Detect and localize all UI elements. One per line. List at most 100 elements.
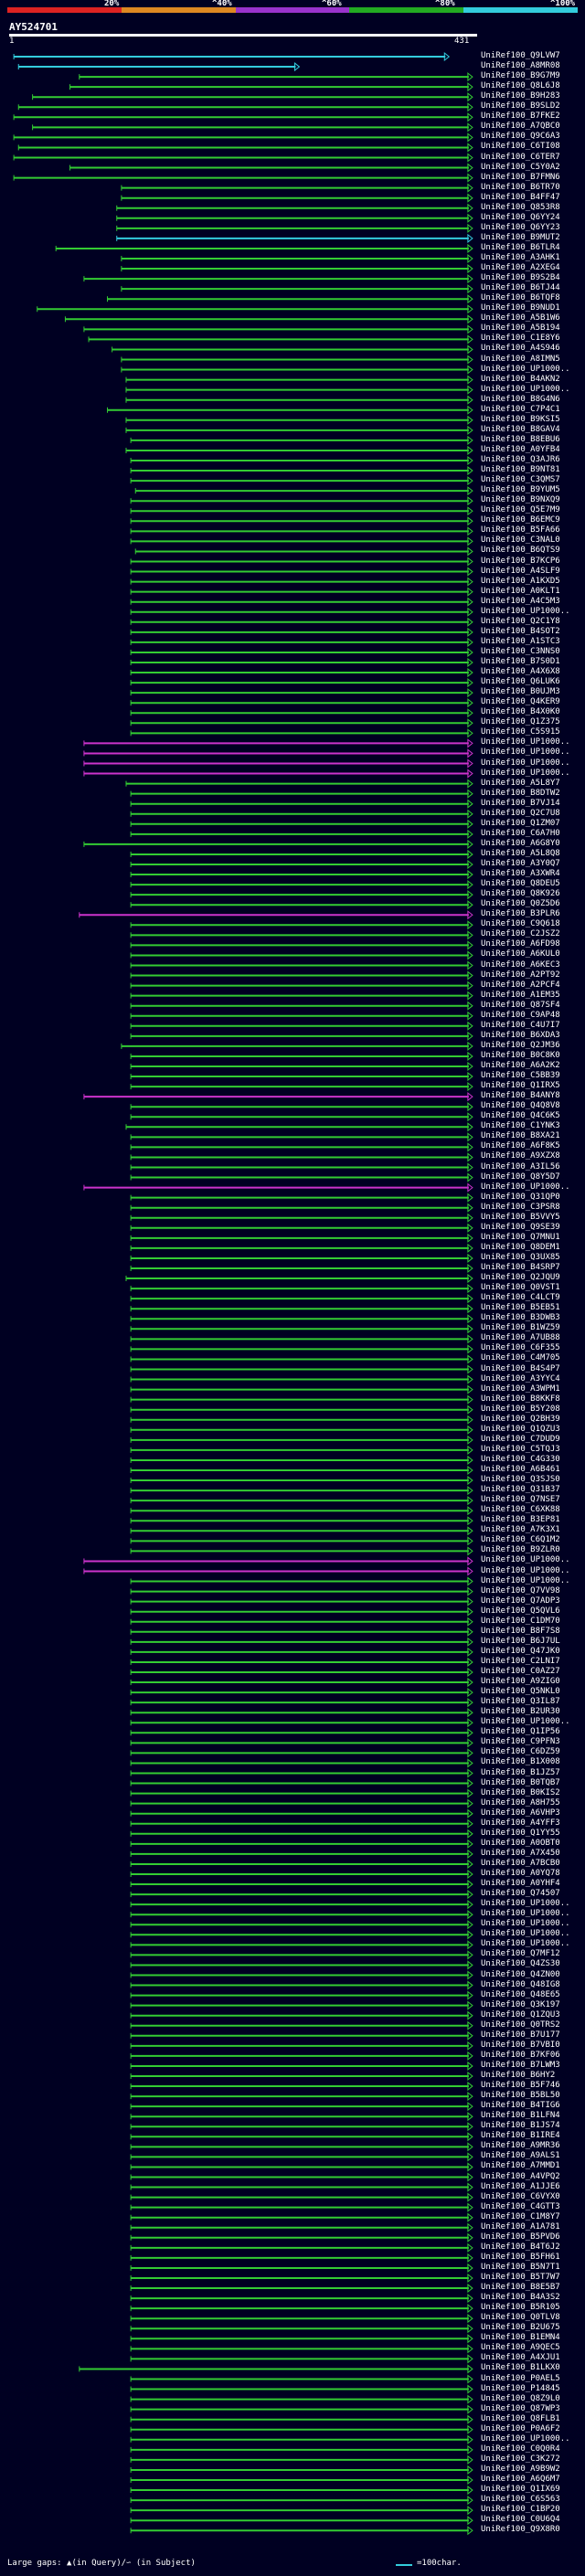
- hit-label-link[interactable]: UniRef100_UP1000..: [481, 758, 570, 768]
- hit-label-link[interactable]: UniRef100_UP1000..: [481, 1717, 570, 1727]
- hit-label-link[interactable]: UniRef100_A5B1W6: [481, 313, 560, 323]
- hit-label-link[interactable]: UniRef100_Q87WP3: [481, 2403, 560, 2413]
- hit-label-link[interactable]: UniRef100_B7VJ14: [481, 798, 560, 808]
- hit-label-link[interactable]: UniRef100_A0OBT0: [481, 1838, 560, 1848]
- hit-label-link[interactable]: UniRef100_C6F355: [481, 1343, 560, 1353]
- hit-label-link[interactable]: UniRef100_B7LWM3: [481, 2060, 560, 2070]
- hit-label-link[interactable]: UniRef100_B5F746: [481, 2081, 560, 2091]
- hit-label-link[interactable]: UniRef100_A8IMN5: [481, 354, 560, 364]
- hit-label-link[interactable]: UniRef100_B4ANY8: [481, 1091, 560, 1101]
- hit-label-link[interactable]: UniRef100_Q31B37: [481, 1485, 560, 1495]
- hit-label-link[interactable]: UniRef100_UP1000..: [481, 737, 570, 747]
- hit-label-link[interactable]: UniRef100_A5B194: [481, 323, 560, 334]
- hit-label-link[interactable]: UniRef100_Q3AJR6: [481, 455, 560, 464]
- hit-label-link[interactable]: UniRef100_Q6YY24: [481, 212, 560, 222]
- hit-label-link[interactable]: UniRef100_B9ZLR0: [481, 1545, 560, 1555]
- hit-label-link[interactable]: UniRef100_A3Y0Q7: [481, 859, 560, 868]
- hit-label-link[interactable]: UniRef100_A6VHP3: [481, 1807, 560, 1818]
- hit-label-link[interactable]: UniRef100_Q7MNU1: [481, 1232, 560, 1242]
- hit-label-link[interactable]: UniRef100_A8MR08: [481, 61, 560, 71]
- hit-label-link[interactable]: UniRef100_C6VYX0: [481, 2191, 560, 2201]
- hit-label-link[interactable]: UniRef100_B1EMN4: [481, 2333, 560, 2343]
- hit-label-link[interactable]: UniRef100_A6G8Y0: [481, 838, 560, 848]
- hit-label-link[interactable]: UniRef100_Q9C6A3: [481, 132, 560, 142]
- hit-label-link[interactable]: UniRef100_P14845: [481, 2383, 560, 2393]
- hit-label-link[interactable]: UniRef100_Q87SF4: [481, 1000, 560, 1010]
- hit-label-link[interactable]: UniRef100_UP1000..: [481, 2433, 570, 2443]
- hit-label-link[interactable]: UniRef100_UP1000..: [481, 1555, 570, 1565]
- hit-label-link[interactable]: UniRef100_Q3IL87: [481, 1697, 560, 1707]
- hit-label-link[interactable]: UniRef100_A4X6X8: [481, 667, 560, 677]
- hit-label-link[interactable]: UniRef100_Q4Q8V8: [481, 1101, 560, 1111]
- hit-label-link[interactable]: UniRef100_Q7MF12: [481, 1949, 560, 1959]
- hit-label-link[interactable]: UniRef100_B6TJ44: [481, 283, 560, 293]
- hit-label-link[interactable]: UniRef100_B1JZ57: [481, 1767, 560, 1777]
- hit-label-link[interactable]: UniRef100_A3IL56: [481, 1161, 560, 1171]
- hit-label-link[interactable]: UniRef100_Q0Z5D6: [481, 899, 560, 909]
- hit-label-link[interactable]: UniRef100_Q3SJS0: [481, 1475, 560, 1485]
- hit-label-link[interactable]: UniRef100_Q8DEM1: [481, 1242, 560, 1252]
- hit-label-link[interactable]: UniRef100_Q1ZQU3: [481, 2009, 560, 2019]
- hit-label-link[interactable]: UniRef100_Q74507: [481, 1889, 560, 1899]
- hit-label-link[interactable]: UniRef100_B8GAV4: [481, 424, 560, 434]
- hit-label-link[interactable]: UniRef100_UP1000..: [481, 768, 570, 778]
- hit-label-link[interactable]: UniRef100_Q1ZM07: [481, 818, 560, 828]
- hit-label-link[interactable]: UniRef100_B6EMC9: [481, 515, 560, 525]
- hit-label-link[interactable]: UniRef100_Q1IX69: [481, 2485, 560, 2495]
- hit-label-link[interactable]: UniRef100_C4M705: [481, 1353, 560, 1363]
- hit-label-link[interactable]: UniRef100_A1KXD5: [481, 576, 560, 586]
- hit-label-link[interactable]: UniRef100_B4SOT2: [481, 626, 560, 636]
- hit-label-link[interactable]: UniRef100_Q31QP0: [481, 1192, 560, 1202]
- hit-label-link[interactable]: UniRef100_Q1IP56: [481, 1727, 560, 1737]
- hit-label-link[interactable]: UniRef100_B0TQB7: [481, 1777, 560, 1787]
- hit-label-link[interactable]: UniRef100_Q3UX85: [481, 1252, 560, 1262]
- hit-label-link[interactable]: UniRef100_A6KEC3: [481, 959, 560, 970]
- hit-label-link[interactable]: UniRef100_UP1000..: [481, 384, 570, 394]
- hit-label-link[interactable]: UniRef100_UP1000..: [481, 1899, 570, 1909]
- hit-label-link[interactable]: UniRef100_Q3K197: [481, 1999, 560, 2009]
- hit-label-link[interactable]: UniRef100_B4A3S2: [481, 2293, 560, 2303]
- hit-label-link[interactable]: UniRef100_UP1000..: [481, 1929, 570, 1939]
- hit-label-link[interactable]: UniRef100_B1JS74: [481, 2121, 560, 2131]
- hit-label-link[interactable]: UniRef100_C6XK88: [481, 1505, 560, 1515]
- hit-label-link[interactable]: UniRef100_Q9X8R0: [481, 2525, 560, 2535]
- hit-label-link[interactable]: UniRef100_Q48IG8: [481, 1979, 560, 1989]
- hit-label-link[interactable]: UniRef100_B6XDA3: [481, 1030, 560, 1040]
- hit-label-link[interactable]: UniRef100_C6TI08: [481, 142, 560, 152]
- hit-label-link[interactable]: UniRef100_B1X008: [481, 1757, 560, 1767]
- hit-label-link[interactable]: UniRef100_B2UR30: [481, 1707, 560, 1717]
- hit-label-link[interactable]: UniRef100_B9S2B4: [481, 273, 560, 283]
- hit-label-link[interactable]: UniRef100_Q5QVL6: [481, 1606, 560, 1616]
- hit-label-link[interactable]: UniRef100_C2LNI7: [481, 1656, 560, 1666]
- hit-label-link[interactable]: UniRef100_Q7NSE7: [481, 1495, 560, 1505]
- hit-label-link[interactable]: UniRef100_B1WZ59: [481, 1323, 560, 1333]
- hit-label-link[interactable]: UniRef100_B5FH61: [481, 2252, 560, 2262]
- hit-label-link[interactable]: UniRef100_P0AEL5: [481, 2373, 560, 2383]
- hit-label-link[interactable]: UniRef100_C1DM70: [481, 1616, 560, 1626]
- hit-label-link[interactable]: UniRef100_A7K3X1: [481, 1525, 560, 1535]
- hit-label-link[interactable]: UniRef100_B9NXQ9: [481, 495, 560, 505]
- hit-label-link[interactable]: UniRef100_Q8L6J8: [481, 81, 560, 91]
- hit-label-link[interactable]: UniRef100_A0YFB4: [481, 444, 560, 454]
- hit-label-link[interactable]: UniRef100_B7U177: [481, 2030, 560, 2040]
- hit-label-link[interactable]: UniRef100_Q0VST1: [481, 1283, 560, 1293]
- hit-label-link[interactable]: UniRef100_C6Q1M2: [481, 1535, 560, 1545]
- hit-label-link[interactable]: UniRef100_C7P4C1: [481, 404, 560, 414]
- hit-label-link[interactable]: UniRef100_Q2JQU9: [481, 1273, 560, 1283]
- hit-label-link[interactable]: UniRef100_A4SLF9: [481, 566, 560, 576]
- hit-label-link[interactable]: UniRef100_B1LFN4: [481, 2111, 560, 2121]
- hit-label-link[interactable]: UniRef100_B8KKF8: [481, 1394, 560, 1404]
- hit-label-link[interactable]: UniRef100_A2PT92: [481, 970, 560, 980]
- hit-label-link[interactable]: UniRef100_C9Q618: [481, 919, 560, 929]
- hit-label-link[interactable]: UniRef100_A5L8Q8: [481, 848, 560, 858]
- hit-label-link[interactable]: UniRef100_B4S4P7: [481, 1363, 560, 1373]
- hit-label-link[interactable]: UniRef100_UP1000..: [481, 1919, 570, 1929]
- hit-label-link[interactable]: UniRef100_P0A6F2: [481, 2423, 560, 2433]
- hit-label-link[interactable]: UniRef100_A9XZX8: [481, 1151, 560, 1161]
- hit-label-link[interactable]: UniRef100_B1LKX0: [481, 2363, 560, 2373]
- hit-label-link[interactable]: UniRef100_B3EP81: [481, 1515, 560, 1525]
- hit-label-link[interactable]: UniRef100_B8G4N6: [481, 394, 560, 404]
- hit-label-link[interactable]: UniRef100_B5BL50: [481, 2091, 560, 2101]
- hit-label-link[interactable]: UniRef100_A6Q6M7: [481, 2475, 560, 2484]
- hit-label-link[interactable]: UniRef100_B6TLR4: [481, 242, 560, 252]
